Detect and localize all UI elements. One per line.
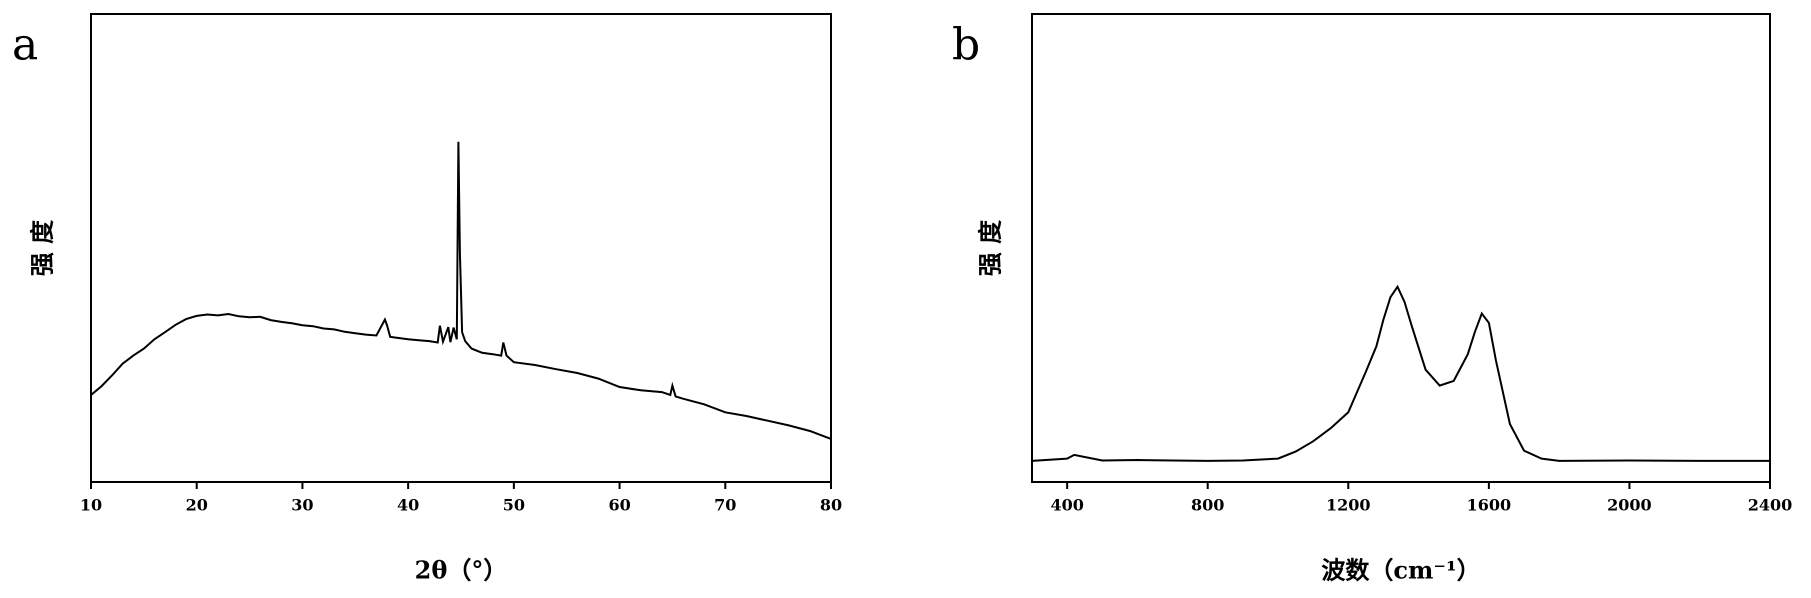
x-tick-label: 40: [397, 496, 419, 515]
x-tick-label: 70: [714, 496, 736, 515]
x-tick-label: 1200: [1326, 496, 1371, 515]
x-tick-label: 1600: [1467, 496, 1512, 515]
y-axis-label: 强 度: [976, 219, 1005, 276]
x-tick-label: 2000: [1607, 496, 1652, 515]
panel-label: b: [952, 20, 980, 71]
plot-frame: [90, 13, 832, 483]
x-tick-label: 10: [80, 496, 102, 515]
spectrum-line: [90, 141, 832, 440]
spectrum-line: [1031, 284, 1770, 462]
x-tick-label: 2400: [1748, 496, 1793, 515]
plot-frame: [1031, 13, 1771, 483]
x-tick-label: 400: [1050, 496, 1083, 515]
x-tick-label: 60: [608, 496, 630, 515]
x-tick-label: 80: [820, 496, 842, 515]
x-tick-label: 20: [186, 496, 208, 515]
x-axis-label: 2θ（°）: [415, 556, 508, 585]
y-axis-label: 强 度: [28, 219, 57, 276]
panel-label: a: [12, 20, 38, 71]
x-tick-label: 30: [291, 496, 313, 515]
x-tick-label: 800: [1191, 496, 1224, 515]
x-tick-label: 50: [503, 496, 525, 515]
x-axis-label: 波数（cm⁻¹）: [1321, 556, 1480, 585]
